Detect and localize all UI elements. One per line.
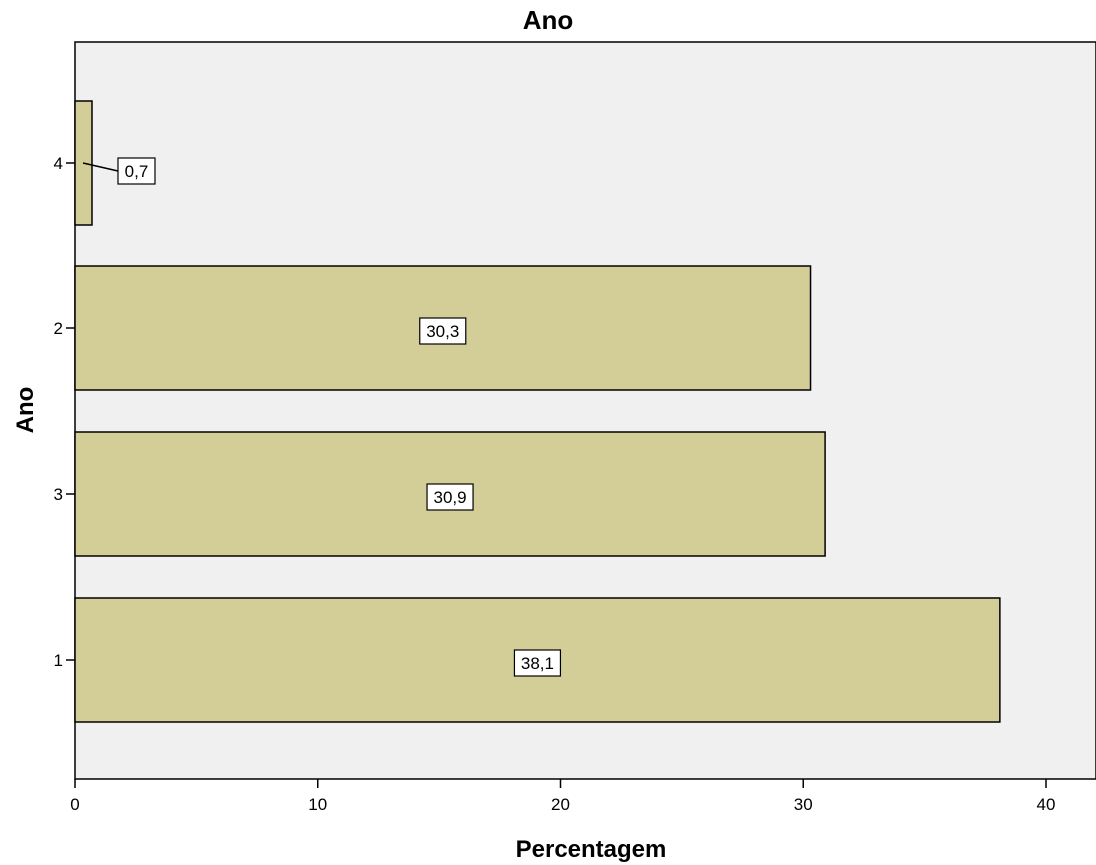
x-tick-label-30: 30 [794,795,813,814]
data-label-2: 30,3 [426,322,459,341]
data-label-3: 30,9 [434,488,467,507]
data-label-box-3 [426,483,474,511]
data-label-leader-4 [82,162,119,172]
y-tick-label-1: 1 [54,651,63,670]
y-axis: 4 2 3 1 [54,154,75,670]
x-axis: 0 10 20 30 40 [70,779,1055,814]
data-label-4: 0,7 [125,162,149,181]
x-tick-label-20: 20 [551,795,570,814]
x-tick-label-0: 0 [70,795,79,814]
y-tick-label-3: 3 [54,485,63,504]
data-label-box-2 [419,317,467,345]
y-axis-title: Ano [12,387,39,434]
x-axis-title: Percentagem [516,836,667,863]
y-tick-label-2: 2 [54,319,63,338]
data-label-box-1 [513,649,562,677]
x-tick-label-40: 40 [1037,795,1056,814]
chart-title: Ano [523,5,574,35]
data-label-1: 38,1 [521,654,554,673]
x-tick-label-10: 10 [308,795,327,814]
y-tick-label-4: 4 [54,154,63,173]
data-label-box-4 [117,157,156,185]
bars-layer: 0,7 30,3 30,9 38,1 [74,100,1001,723]
